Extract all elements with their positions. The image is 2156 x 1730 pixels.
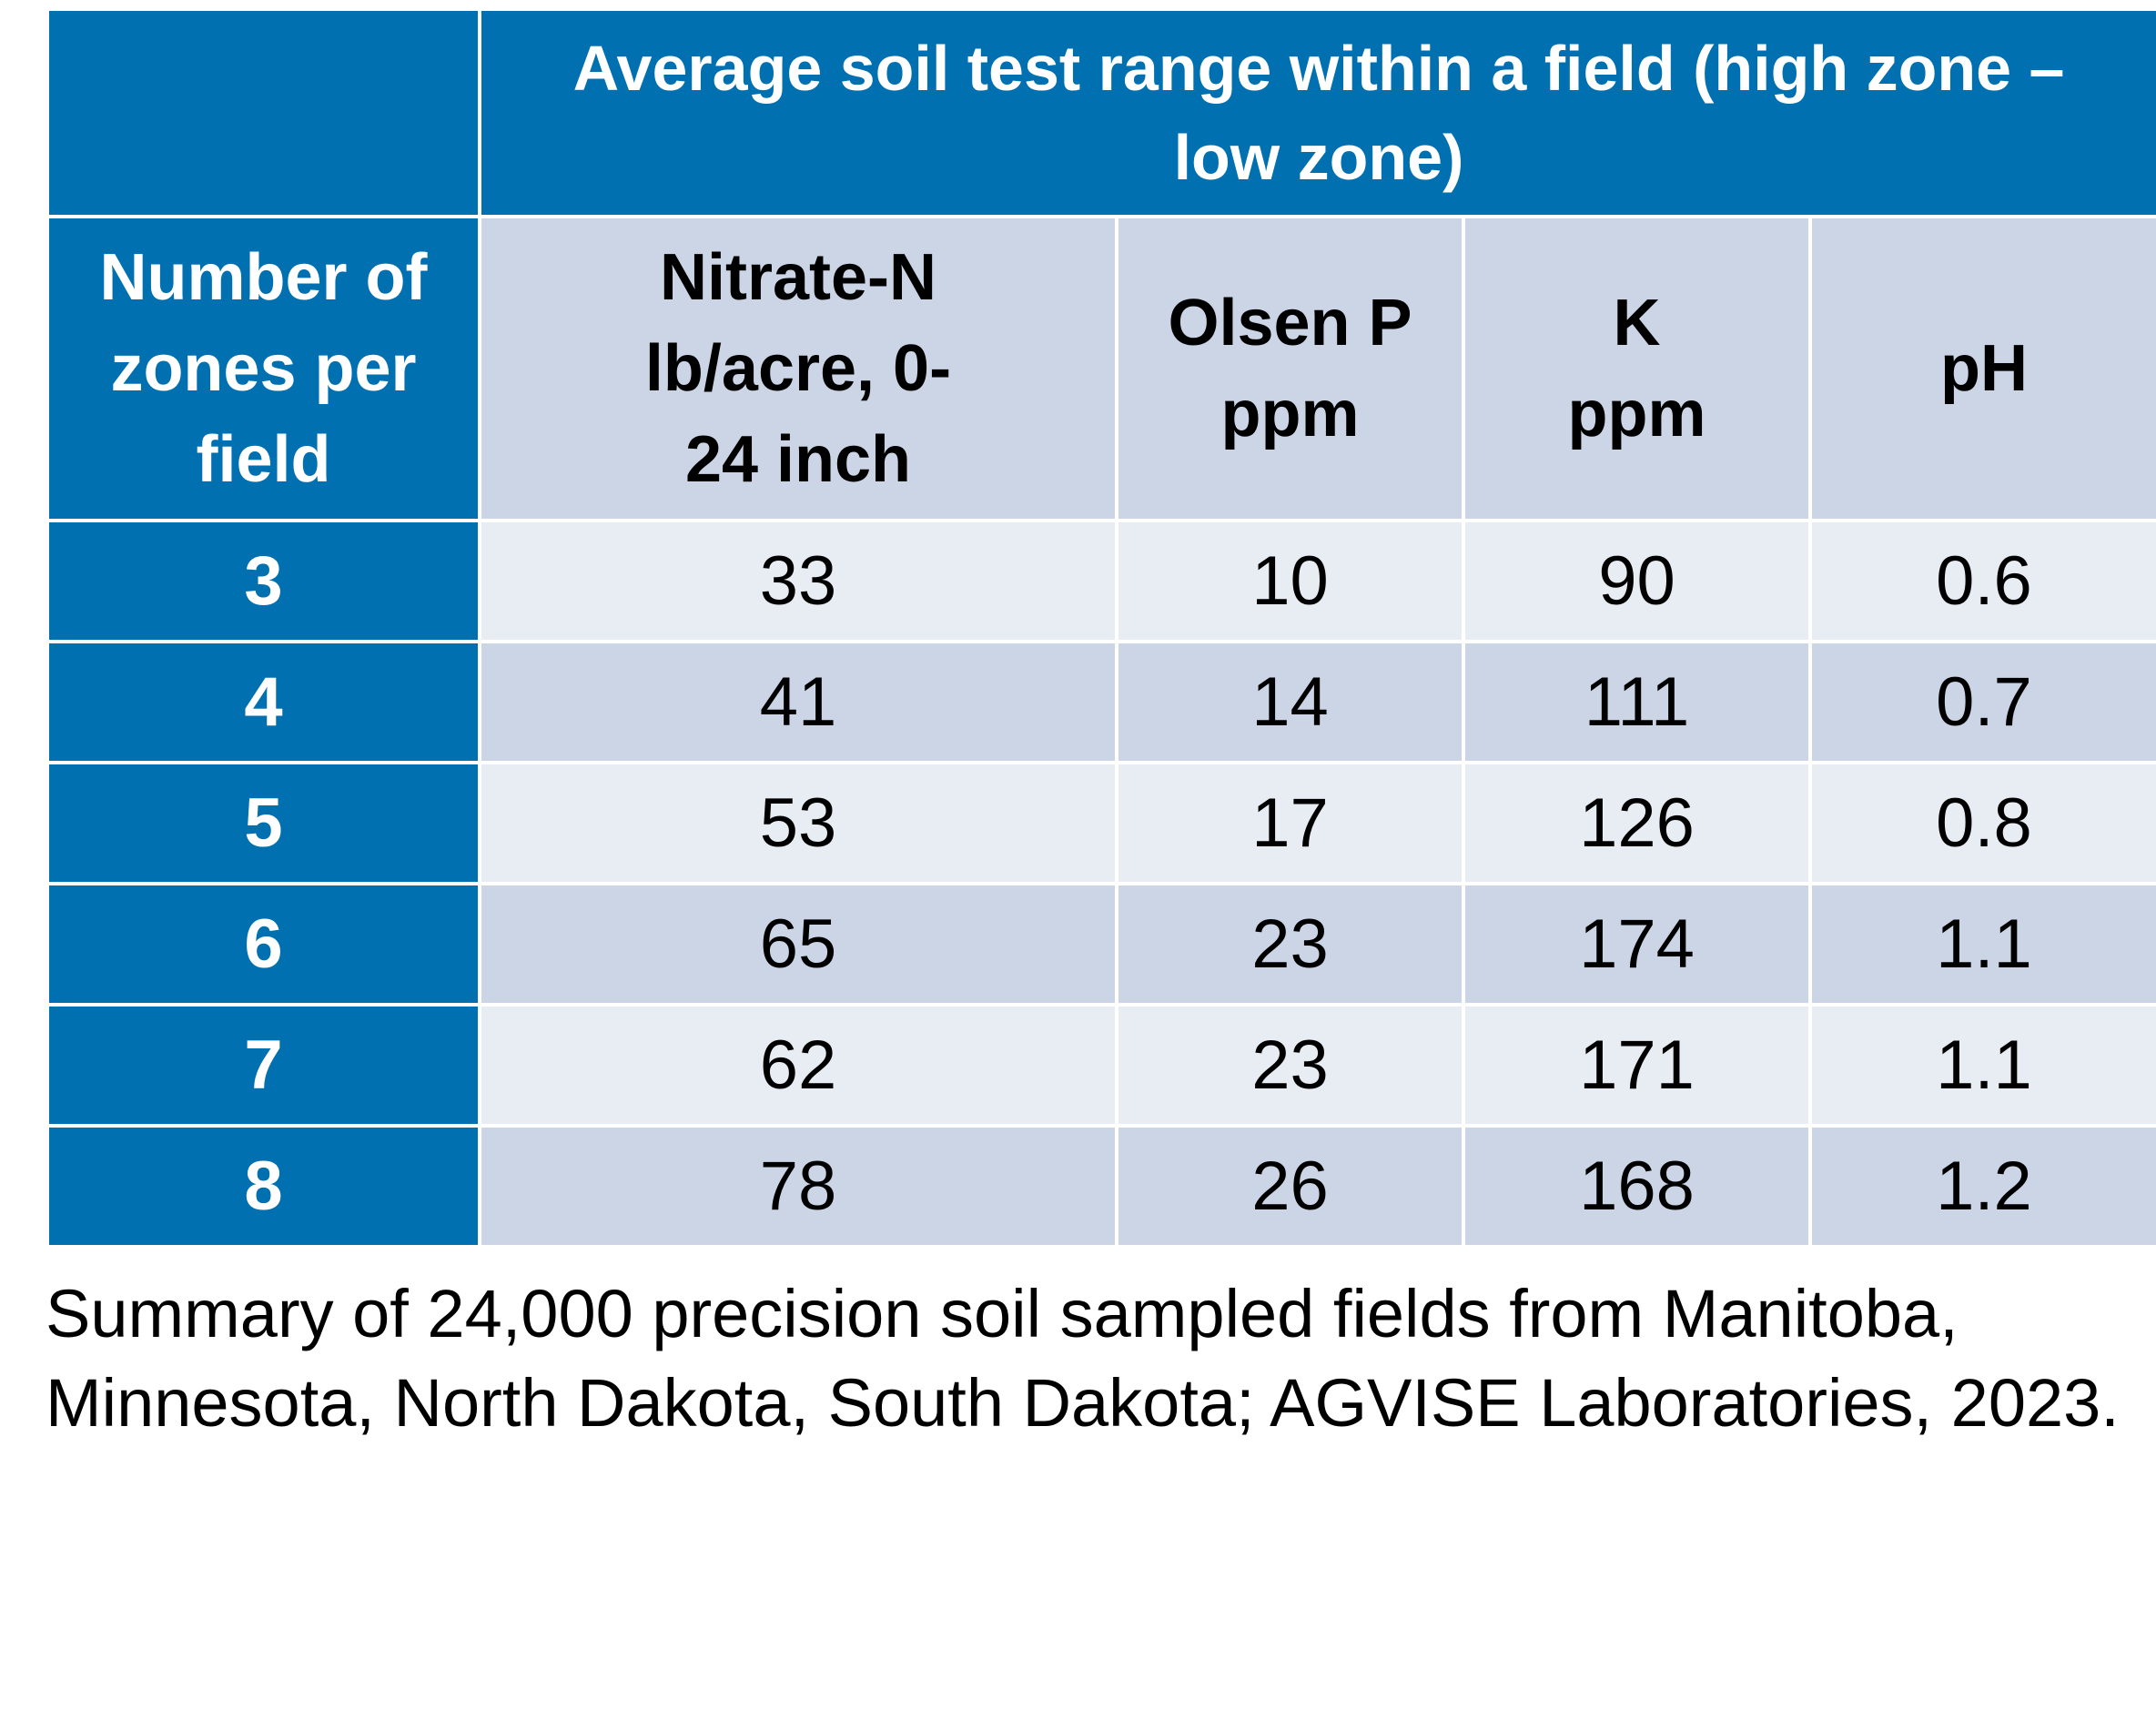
k-cell: 90: [1462, 519, 1812, 643]
k-cell: 168: [1462, 1124, 1812, 1249]
table-title: Average soil test range within a field (…: [478, 7, 2156, 218]
zones-cell: 3: [46, 519, 481, 643]
corner-cell: [46, 7, 481, 218]
column-header-nitrate-text: Nitrate-N lb/acre, 0-24 inch: [644, 241, 952, 496]
ph-cell: 1.1: [1808, 882, 2156, 1007]
table-row: 5 53 17 126 0.8: [46, 761, 2156, 885]
column-header-k: K ppm: [1462, 215, 1812, 522]
row-header-label: Number of zones per field: [46, 215, 481, 522]
title-row: Average soil test range within a field (…: [46, 7, 2156, 218]
k-cell: 126: [1462, 761, 1812, 885]
ph-cell: 1.1: [1808, 1003, 2156, 1128]
nitrate-cell: 53: [478, 761, 1118, 885]
olsen-p-cell: 23: [1115, 1003, 1465, 1128]
zones-cell: 8: [46, 1124, 481, 1249]
column-header-olsen-p: Olsen P ppm: [1115, 215, 1465, 522]
table-body: 3 33 10 90 0.6 4 41 14 111 0.7 5 53 17 126 0.8 6 65 23 174…: [46, 519, 2156, 1249]
olsen-p-cell: 10: [1115, 519, 1465, 643]
k-cell: 171: [1462, 1003, 1812, 1128]
nitrate-cell: 41: [478, 640, 1118, 764]
table-row: 7 62 23 171 1.1: [46, 1003, 2156, 1128]
column-header-k-text: K ppm: [1567, 287, 1706, 450]
zones-cell: 5: [46, 761, 481, 885]
table-row: 8 78 26 168 1.2: [46, 1124, 2156, 1249]
olsen-p-cell: 14: [1115, 640, 1465, 764]
ph-cell: 1.2: [1808, 1124, 2156, 1249]
zones-cell: 4: [46, 640, 481, 764]
zones-cell: 7: [46, 1003, 481, 1128]
zones-cell: 6: [46, 882, 481, 1007]
column-header-nitrate: Nitrate-N lb/acre, 0-24 inch: [478, 215, 1118, 522]
table-row: 4 41 14 111 0.7: [46, 640, 2156, 764]
olsen-p-cell: 26: [1115, 1124, 1465, 1249]
ph-cell: 0.8: [1808, 761, 2156, 885]
olsen-p-cell: 23: [1115, 882, 1465, 1007]
column-header-ph: pH: [1808, 215, 2156, 522]
k-cell: 174: [1462, 882, 1812, 1007]
column-header-row: Number of zones per field Nitrate-N lb/a…: [46, 215, 2156, 522]
ph-cell: 0.7: [1808, 640, 2156, 764]
column-header-olsen-p-text: Olsen P ppm: [1168, 287, 1412, 450]
table-row: 3 33 10 90 0.6: [46, 519, 2156, 643]
soil-test-table-container: Average soil test range within a field (…: [46, 7, 2156, 1249]
nitrate-cell: 65: [478, 882, 1118, 1007]
k-cell: 111: [1462, 640, 1812, 764]
table-row: 6 65 23 174 1.1: [46, 882, 2156, 1007]
ph-cell: 0.6: [1808, 519, 2156, 643]
soil-test-table: Average soil test range within a field (…: [46, 7, 2156, 1249]
nitrate-cell: 62: [478, 1003, 1118, 1128]
nitrate-cell: 78: [478, 1124, 1118, 1249]
olsen-p-cell: 17: [1115, 761, 1465, 885]
nitrate-cell: 33: [478, 519, 1118, 643]
footnote: Summary of 24,000 precision soil sampled…: [46, 1276, 2120, 1441]
